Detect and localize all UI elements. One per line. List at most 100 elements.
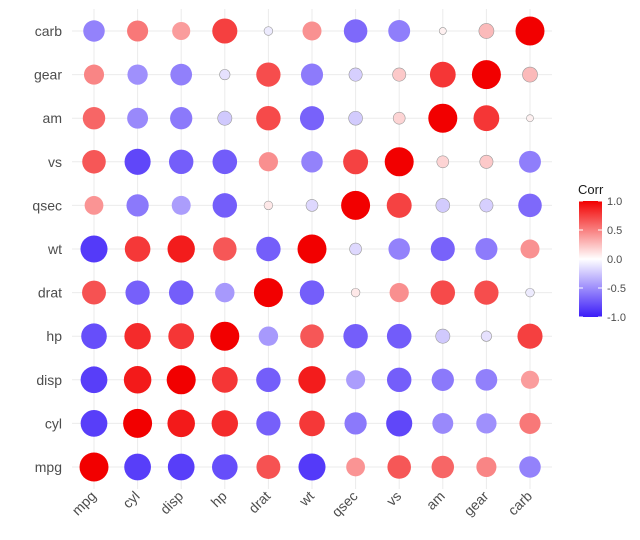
legend-tick-label: 0.0 (607, 254, 622, 266)
x-tick-labels: mpg cyl disp hp drat wt qsec vs am gear carb (69, 488, 536, 520)
corr-circle-carb-carb (515, 16, 545, 46)
corr-circle-cyl-disp (167, 409, 195, 438)
corr-circle-cyl-carb (519, 412, 541, 434)
x-tick-label: hp (208, 488, 230, 510)
corr-circle-disp-am (431, 368, 454, 391)
legend-tick-label: -1.0 (607, 312, 626, 324)
corr-circle-wt-carb (520, 239, 540, 259)
corr-circle-mpg-drat (256, 455, 281, 479)
corr-circle-drat-hp (215, 282, 235, 303)
corr-circle-disp-qsec (346, 370, 366, 390)
corr-circle-mpg-vs (387, 455, 411, 479)
corr-circle-wt-cyl (124, 236, 151, 262)
corr-circle-qsec-wt (305, 199, 319, 212)
corr-circle-carb-qsec (343, 19, 368, 43)
legend-ticks: 1.0 0.5 0.0 -0.5 -1.0 (579, 196, 626, 324)
corr-circle-disp-wt (298, 366, 326, 394)
corr-circle-gear-disp (170, 63, 193, 86)
corr-circle-disp-hp (211, 366, 238, 393)
corr-circle-carb-wt (302, 21, 322, 41)
corr-circle-qsec-hp (212, 193, 238, 218)
corr-circle-wt-gear (475, 237, 498, 261)
corr-circle-disp-cyl (123, 366, 152, 394)
corr-circle-disp-mpg (80, 366, 108, 394)
y-tick-label: carb (35, 23, 62, 39)
corr-circle-carb-gear (478, 23, 495, 39)
y-tick-label: vs (48, 154, 62, 170)
corr-circle-am-gear (473, 105, 500, 132)
x-tick-label: disp (157, 488, 187, 518)
corr-circle-qsec-vs (386, 192, 412, 218)
x-tick-label: qsec (328, 488, 360, 520)
y-tick-label: am (43, 110, 62, 126)
corr-circle-carb-hp (212, 18, 238, 44)
y-tick-label: cyl (45, 415, 62, 431)
corr-circle-qsec-am (435, 198, 451, 213)
corr-circle-wt-mpg (80, 235, 108, 263)
corr-circle-mpg-am (431, 455, 455, 479)
y-tick-label: disp (36, 372, 62, 388)
corr-circle-hp-am (435, 328, 451, 344)
legend-tick-label: 0.5 (607, 225, 622, 237)
corr-circle-am-mpg (82, 106, 106, 130)
y-tick-label: mpg (35, 459, 62, 475)
corr-circle-gear-cyl (127, 64, 148, 85)
legend: Corr 1.0 0.5 0.0 -0.5 -1.0 (578, 182, 626, 324)
corr-circle-wt-disp (167, 235, 195, 263)
corr-circle-gear-drat (256, 62, 281, 87)
corr-circle-am-hp (217, 110, 233, 126)
corr-circle-gear-qsec (348, 67, 363, 82)
corr-circle-cyl-am (432, 412, 454, 434)
corr-circle-cyl-vs (386, 410, 413, 437)
legend-tick-label: 1.0 (607, 196, 622, 208)
corr-circle-mpg-qsec (346, 457, 365, 477)
corr-circle-am-qsec (348, 110, 363, 126)
corr-circle-vs-disp (168, 149, 194, 175)
corr-circle-cyl-gear (476, 413, 497, 434)
corr-circle-drat-gear (474, 280, 499, 305)
corr-circle-hp-disp (168, 323, 195, 350)
corr-circle-hp-gear (480, 330, 492, 342)
corr-circle-hp-drat (258, 326, 279, 346)
corr-circle-vs-gear (479, 154, 494, 169)
corr-circle-vs-qsec (343, 149, 369, 175)
legend-title: Corr (578, 182, 604, 197)
corr-circle-disp-disp (166, 365, 196, 395)
corr-circle-hp-carb (517, 323, 543, 349)
corr-circle-am-vs (392, 111, 406, 125)
corr-circle-mpg-cyl (124, 453, 151, 481)
corr-circle-disp-gear (475, 368, 498, 391)
corr-circle-vs-am (436, 155, 450, 169)
correlation-circles (79, 16, 545, 482)
x-tick-label: mpg (69, 488, 100, 519)
corr-circle-vs-cyl (124, 148, 151, 175)
corr-circle-gear-mpg (83, 64, 105, 85)
corr-circle-mpg-mpg (79, 452, 109, 482)
corr-circle-drat-cyl (125, 280, 150, 305)
corr-circle-drat-drat (253, 278, 283, 308)
corr-circle-hp-wt (300, 324, 324, 348)
corr-circle-am-cyl (127, 107, 149, 129)
y-tick-labels: mpg cyl disp hp drat wt qsec vs am gear carb (32, 23, 62, 475)
corr-circle-am-drat (256, 105, 281, 131)
y-tick-label: drat (38, 285, 62, 301)
corr-circle-mpg-disp (167, 453, 195, 481)
corr-circle-wt-vs (388, 238, 410, 260)
legend-colorbar (579, 201, 602, 317)
corr-circle-drat-qsec (350, 287, 361, 298)
corr-circle-disp-drat (256, 367, 281, 393)
corr-circle-cyl-drat (256, 411, 281, 436)
corr-circle-qsec-drat (263, 200, 274, 211)
corr-circle-carb-cyl (127, 20, 149, 42)
x-tick-label: gear (460, 488, 491, 519)
corr-circle-vs-wt (301, 151, 323, 173)
x-tick-label: carb (505, 488, 536, 519)
corr-circle-carb-disp (172, 21, 191, 41)
corr-circle-gear-gear (471, 60, 501, 90)
corr-circle-carb-mpg (83, 20, 105, 42)
corr-circle-mpg-hp (211, 454, 238, 480)
x-tick-label: am (423, 488, 448, 513)
corr-circle-gear-am (429, 61, 456, 88)
corr-circle-vs-hp (212, 149, 238, 175)
